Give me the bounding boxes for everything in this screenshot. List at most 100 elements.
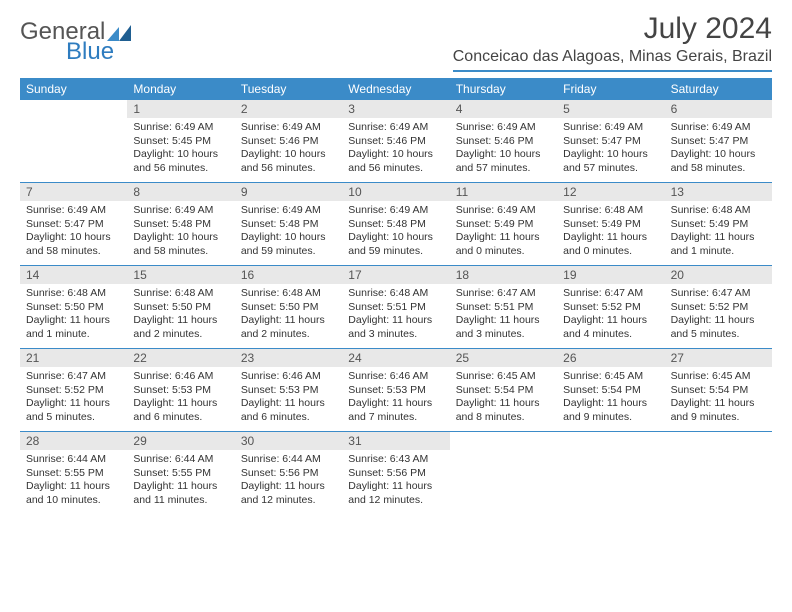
day-header: Wednesday — [342, 78, 449, 100]
day-number: 21 — [20, 349, 127, 367]
sunrise-text: Sunrise: 6:49 AM — [241, 204, 336, 218]
daylight-text: Daylight: 11 hours and 6 minutes. — [241, 397, 336, 424]
calendar-cell: 18Sunrise: 6:47 AMSunset: 5:51 PMDayligh… — [450, 266, 557, 348]
calendar-cell — [665, 432, 772, 514]
daylight-text: Daylight: 11 hours and 8 minutes. — [456, 397, 551, 424]
calendar-cell: 30Sunrise: 6:44 AMSunset: 5:56 PMDayligh… — [235, 432, 342, 514]
calendar-cell: 21Sunrise: 6:47 AMSunset: 5:52 PMDayligh… — [20, 349, 127, 431]
day-details: Sunrise: 6:44 AMSunset: 5:55 PMDaylight:… — [127, 450, 234, 512]
calendar-cell: 23Sunrise: 6:46 AMSunset: 5:53 PMDayligh… — [235, 349, 342, 431]
calendar-cell: 3Sunrise: 6:49 AMSunset: 5:46 PMDaylight… — [342, 100, 449, 182]
day-number: 14 — [20, 266, 127, 284]
day-number: 17 — [342, 266, 449, 284]
day-number — [665, 432, 772, 436]
logo: GeneralBlue — [20, 20, 133, 64]
day-details: Sunrise: 6:48 AMSunset: 5:50 PMDaylight:… — [235, 284, 342, 346]
day-details: Sunrise: 6:47 AMSunset: 5:51 PMDaylight:… — [450, 284, 557, 346]
day-details: Sunrise: 6:46 AMSunset: 5:53 PMDaylight:… — [342, 367, 449, 429]
calendar-cell: 26Sunrise: 6:45 AMSunset: 5:54 PMDayligh… — [557, 349, 664, 431]
calendar-cell: 12Sunrise: 6:48 AMSunset: 5:49 PMDayligh… — [557, 183, 664, 265]
sunset-text: Sunset: 5:51 PM — [348, 301, 443, 315]
day-number: 27 — [665, 349, 772, 367]
day-details: Sunrise: 6:49 AMSunset: 5:47 PMDaylight:… — [557, 118, 664, 180]
daylight-text: Daylight: 10 hours and 56 minutes. — [133, 148, 228, 175]
sunset-text: Sunset: 5:49 PM — [456, 218, 551, 232]
day-number: 9 — [235, 183, 342, 201]
sunrise-text: Sunrise: 6:44 AM — [241, 453, 336, 467]
day-number: 10 — [342, 183, 449, 201]
daylight-text: Daylight: 11 hours and 0 minutes. — [563, 231, 658, 258]
day-header: Friday — [557, 78, 664, 100]
sunrise-text: Sunrise: 6:48 AM — [26, 287, 121, 301]
sunset-text: Sunset: 5:50 PM — [133, 301, 228, 315]
sunrise-text: Sunrise: 6:43 AM — [348, 453, 443, 467]
daylight-text: Daylight: 10 hours and 57 minutes. — [563, 148, 658, 175]
header: GeneralBlue July 2024 Conceicao das Alag… — [20, 12, 772, 72]
daylight-text: Daylight: 10 hours and 58 minutes. — [26, 231, 121, 258]
daylight-text: Daylight: 11 hours and 6 minutes. — [133, 397, 228, 424]
sunset-text: Sunset: 5:47 PM — [26, 218, 121, 232]
sunrise-text: Sunrise: 6:49 AM — [671, 121, 766, 135]
day-header: Thursday — [450, 78, 557, 100]
sunrise-text: Sunrise: 6:46 AM — [241, 370, 336, 384]
sunrise-text: Sunrise: 6:49 AM — [241, 121, 336, 135]
sunset-text: Sunset: 5:50 PM — [241, 301, 336, 315]
sunset-text: Sunset: 5:48 PM — [348, 218, 443, 232]
day-details: Sunrise: 6:49 AMSunset: 5:45 PMDaylight:… — [127, 118, 234, 180]
sunrise-text: Sunrise: 6:45 AM — [456, 370, 551, 384]
month-title: July 2024 — [453, 12, 772, 46]
day-details: Sunrise: 6:44 AMSunset: 5:56 PMDaylight:… — [235, 450, 342, 512]
calendar-cell — [450, 432, 557, 514]
calendar-cell: 24Sunrise: 6:46 AMSunset: 5:53 PMDayligh… — [342, 349, 449, 431]
day-details: Sunrise: 6:46 AMSunset: 5:53 PMDaylight:… — [235, 367, 342, 429]
sunrise-text: Sunrise: 6:49 AM — [133, 204, 228, 218]
sunset-text: Sunset: 5:52 PM — [26, 384, 121, 398]
calendar-cell: 11Sunrise: 6:49 AMSunset: 5:49 PMDayligh… — [450, 183, 557, 265]
day-details: Sunrise: 6:49 AMSunset: 5:48 PMDaylight:… — [342, 201, 449, 263]
day-number: 15 — [127, 266, 234, 284]
day-number: 24 — [342, 349, 449, 367]
daylight-text: Daylight: 10 hours and 58 minutes. — [671, 148, 766, 175]
calendar-cell: 31Sunrise: 6:43 AMSunset: 5:56 PMDayligh… — [342, 432, 449, 514]
day-number: 12 — [557, 183, 664, 201]
day-details: Sunrise: 6:49 AMSunset: 5:48 PMDaylight:… — [127, 201, 234, 263]
sunset-text: Sunset: 5:56 PM — [241, 467, 336, 481]
sunrise-text: Sunrise: 6:46 AM — [348, 370, 443, 384]
day-details: Sunrise: 6:47 AMSunset: 5:52 PMDaylight:… — [557, 284, 664, 346]
week-row: 1Sunrise: 6:49 AMSunset: 5:45 PMDaylight… — [20, 100, 772, 182]
day-number: 5 — [557, 100, 664, 118]
sunset-text: Sunset: 5:47 PM — [671, 135, 766, 149]
daylight-text: Daylight: 11 hours and 12 minutes. — [241, 480, 336, 507]
daylight-text: Daylight: 11 hours and 1 minute. — [671, 231, 766, 258]
calendar-cell: 9Sunrise: 6:49 AMSunset: 5:48 PMDaylight… — [235, 183, 342, 265]
sunrise-text: Sunrise: 6:49 AM — [26, 204, 121, 218]
sunset-text: Sunset: 5:46 PM — [348, 135, 443, 149]
daylight-text: Daylight: 11 hours and 0 minutes. — [456, 231, 551, 258]
title-block: July 2024 Conceicao das Alagoas, Minas G… — [453, 12, 772, 72]
sunset-text: Sunset: 5:50 PM — [26, 301, 121, 315]
sunset-text: Sunset: 5:46 PM — [241, 135, 336, 149]
calendar-cell: 8Sunrise: 6:49 AMSunset: 5:48 PMDaylight… — [127, 183, 234, 265]
day-number — [557, 432, 664, 436]
day-number: 29 — [127, 432, 234, 450]
daylight-text: Daylight: 11 hours and 4 minutes. — [563, 314, 658, 341]
day-number: 19 — [557, 266, 664, 284]
day-details: Sunrise: 6:47 AMSunset: 5:52 PMDaylight:… — [665, 284, 772, 346]
sunrise-text: Sunrise: 6:49 AM — [348, 204, 443, 218]
day-number: 6 — [665, 100, 772, 118]
sunset-text: Sunset: 5:51 PM — [456, 301, 551, 315]
calendar-cell — [20, 100, 127, 182]
day-number: 2 — [235, 100, 342, 118]
day-details: Sunrise: 6:45 AMSunset: 5:54 PMDaylight:… — [665, 367, 772, 429]
day-number: 1 — [127, 100, 234, 118]
calendar-cell: 15Sunrise: 6:48 AMSunset: 5:50 PMDayligh… — [127, 266, 234, 348]
sunset-text: Sunset: 5:52 PM — [671, 301, 766, 315]
day-details: Sunrise: 6:48 AMSunset: 5:49 PMDaylight:… — [557, 201, 664, 263]
daylight-text: Daylight: 11 hours and 10 minutes. — [26, 480, 121, 507]
calendar-cell: 7Sunrise: 6:49 AMSunset: 5:47 PMDaylight… — [20, 183, 127, 265]
day-details: Sunrise: 6:48 AMSunset: 5:49 PMDaylight:… — [665, 201, 772, 263]
day-details: Sunrise: 6:45 AMSunset: 5:54 PMDaylight:… — [450, 367, 557, 429]
daylight-text: Daylight: 11 hours and 9 minutes. — [563, 397, 658, 424]
calendar-cell: 5Sunrise: 6:49 AMSunset: 5:47 PMDaylight… — [557, 100, 664, 182]
sunset-text: Sunset: 5:52 PM — [563, 301, 658, 315]
